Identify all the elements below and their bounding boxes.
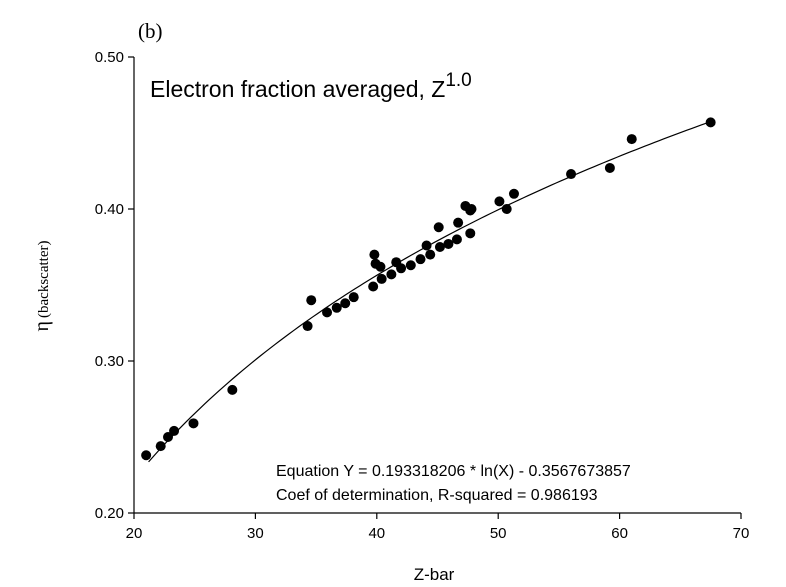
data-point <box>188 418 199 429</box>
chart-title-superscript: 1.0 <box>445 70 471 91</box>
data-point <box>155 441 166 452</box>
data-point <box>433 222 444 233</box>
data-point <box>405 260 416 271</box>
data-point <box>141 450 152 461</box>
x-tick-label: 20 <box>126 525 143 542</box>
x-tick-label: 30 <box>247 525 264 542</box>
data-point <box>443 238 454 249</box>
data-point <box>626 134 637 145</box>
data-point <box>306 295 317 306</box>
data-point <box>434 242 445 252</box>
equation-annotation: Equation Y = 0.193318206 * ln(X) - 0.356… <box>276 463 631 480</box>
x-tick-label: 60 <box>611 525 628 542</box>
x-axis-label: Z-bar <box>414 565 455 584</box>
data-point <box>396 263 407 274</box>
data-point <box>425 249 436 260</box>
data-point <box>331 302 342 313</box>
data-point <box>375 261 386 272</box>
data-point <box>421 240 432 251</box>
data-point <box>604 162 615 173</box>
r-squared-annotation: Coef of determination, R-squared = 0.986… <box>276 487 598 504</box>
data-point <box>369 249 380 260</box>
chart-title: Electron fraction averaged, Z1.0 <box>150 70 472 102</box>
x-ticks: 20 30 40 50 60 70 <box>126 513 750 542</box>
y-tick-label: 0.30 <box>95 353 124 370</box>
y-axis-label-text: (backscatter) <box>36 241 52 318</box>
data-point <box>340 298 351 309</box>
data-point <box>322 307 333 318</box>
data-point <box>386 269 397 280</box>
data-point <box>466 204 477 214</box>
y-axis-label: η (backscatter) <box>31 241 53 332</box>
x-tick-label: 50 <box>490 525 507 542</box>
data-point <box>169 425 180 436</box>
chart-title-main: Electron fraction averaged, Z <box>150 76 445 102</box>
data-point <box>415 254 426 265</box>
panel-label: (b) <box>138 19 163 43</box>
y-ticks: 0.20 0.30 0.40 0.50 <box>95 49 134 522</box>
data-point <box>494 196 505 207</box>
data-point <box>302 321 313 332</box>
fit-curve <box>148 121 711 463</box>
data-point <box>705 117 716 128</box>
data-point <box>453 217 464 228</box>
data-point <box>566 169 577 180</box>
data-point <box>508 188 519 199</box>
data-point <box>162 432 173 442</box>
x-tick-label: 40 <box>368 525 385 542</box>
data-point <box>348 292 359 303</box>
x-tick-label: 70 <box>733 525 750 542</box>
data-point <box>465 228 476 239</box>
y-axis-label-symbol: η <box>31 321 53 331</box>
axes-frame <box>133 57 741 514</box>
y-tick-label: 0.20 <box>95 505 124 522</box>
data-point <box>227 384 238 395</box>
data-point <box>368 281 379 292</box>
data-point <box>376 273 387 284</box>
y-tick-label: 0.50 <box>95 49 124 66</box>
y-tick-label: 0.40 <box>95 201 124 218</box>
data-point <box>451 234 462 245</box>
data-points <box>141 117 716 461</box>
data-point <box>501 204 512 214</box>
